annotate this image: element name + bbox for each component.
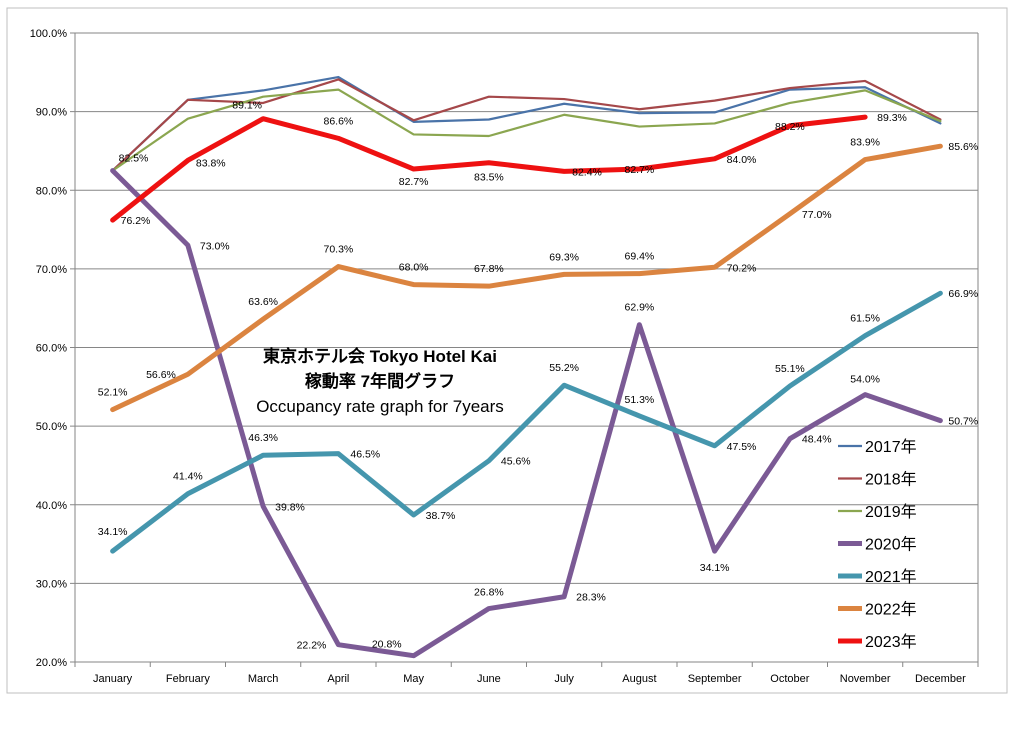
data-label: 61.5% — [850, 313, 880, 325]
x-tick-label: November — [840, 673, 891, 685]
data-label: 34.1% — [700, 562, 730, 574]
data-label: 82.7% — [399, 176, 429, 188]
data-label: 46.5% — [350, 449, 380, 461]
data-label: 38.7% — [426, 510, 456, 522]
legend-label: 2018年 — [865, 471, 917, 489]
x-tick-label: October — [770, 673, 809, 685]
data-label: 66.9% — [948, 288, 978, 300]
data-label: 55.1% — [775, 363, 805, 375]
data-label: 46.3% — [248, 432, 278, 444]
data-label: 48.4% — [802, 434, 832, 446]
data-label: 41.4% — [173, 471, 203, 483]
y-tick-label: 50.0% — [36, 421, 67, 433]
data-label: 54.0% — [850, 374, 880, 386]
legend-label: 2021年 — [865, 568, 917, 586]
x-tick-label: February — [166, 673, 211, 685]
x-tick-label: April — [327, 673, 349, 685]
data-label: 73.0% — [200, 240, 230, 252]
data-label: 47.5% — [727, 441, 757, 453]
data-label: 83.9% — [850, 137, 880, 149]
series-line-2021年 — [110, 290, 943, 554]
data-label: 70.2% — [727, 262, 757, 274]
x-tick-label: August — [622, 673, 656, 685]
data-label: 69.4% — [624, 251, 654, 263]
y-tick-label: 20.0% — [36, 657, 67, 669]
y-tick-label: 60.0% — [36, 343, 67, 355]
x-tick-label: July — [554, 673, 574, 685]
data-label: 56.6% — [146, 369, 176, 381]
data-label: 45.6% — [501, 456, 531, 468]
series-line-2017年 — [111, 75, 942, 172]
data-label: 76.2% — [121, 215, 151, 227]
series-line-2018年 — [111, 78, 942, 172]
data-label: 85.6% — [948, 141, 978, 153]
data-label: 28.3% — [576, 592, 606, 604]
data-label: 83.8% — [196, 157, 226, 169]
data-label: 34.1% — [98, 526, 128, 538]
x-tick-label: May — [403, 673, 424, 685]
data-label: 67.8% — [474, 263, 504, 275]
x-tick-label: June — [477, 673, 501, 685]
chart-title-line-2: 稼動率 7年間グラフ — [305, 371, 455, 391]
data-label: 84.0% — [727, 154, 757, 166]
data-label: 86.6% — [323, 115, 353, 127]
data-label: 51.3% — [624, 394, 654, 406]
data-label: 82.5% — [119, 153, 149, 165]
data-label: 68.0% — [399, 262, 429, 274]
x-tick-label: September — [688, 673, 742, 685]
data-label: 39.8% — [275, 501, 305, 513]
data-label: 63.6% — [248, 296, 278, 308]
y-tick-label: 80.0% — [36, 185, 67, 197]
x-tick-label: March — [248, 673, 279, 685]
data-label: 50.7% — [948, 416, 978, 428]
data-label: 83.5% — [474, 172, 504, 184]
data-label: 55.2% — [549, 362, 579, 374]
x-tick-label: December — [915, 673, 966, 685]
data-label: 62.9% — [624, 302, 654, 314]
y-tick-label: 100.0% — [30, 28, 68, 40]
legend-label: 2023年 — [865, 633, 917, 651]
legend-label: 2022年 — [865, 601, 917, 619]
data-label: 26.8% — [474, 587, 504, 599]
legend-label: 2020年 — [865, 536, 917, 554]
chart-frame — [6, 7, 1008, 694]
series-line-2019年 — [111, 88, 942, 172]
data-label: 88.2% — [775, 121, 805, 133]
series-line-2022年 — [110, 143, 943, 413]
chart-title-line-1: 東京ホテル会 Tokyo Hotel Kai — [263, 346, 497, 366]
data-label: 89.1% — [232, 100, 262, 112]
legend-label: 2017年 — [865, 438, 917, 456]
data-label: 52.1% — [98, 387, 128, 399]
y-tick-label: 40.0% — [36, 500, 67, 512]
legend-label: 2019年 — [865, 503, 917, 521]
data-label: 89.3% — [877, 112, 907, 124]
y-tick-label: 90.0% — [36, 107, 67, 119]
data-label: 69.3% — [549, 251, 579, 263]
data-label: 70.3% — [323, 244, 353, 256]
data-label: 20.8% — [372, 639, 402, 651]
data-label: 77.0% — [802, 209, 832, 221]
y-tick-label: 70.0% — [36, 264, 67, 276]
x-tick-label: January — [93, 673, 133, 685]
data-label: 22.2% — [297, 640, 327, 652]
y-tick-label: 30.0% — [36, 578, 67, 590]
series-line-2023年 — [110, 114, 868, 223]
chart-title-line-3: Occupancy rate graph for 7years — [256, 397, 504, 416]
data-label: 82.7% — [624, 164, 654, 176]
data-label: 82.4% — [572, 166, 602, 178]
